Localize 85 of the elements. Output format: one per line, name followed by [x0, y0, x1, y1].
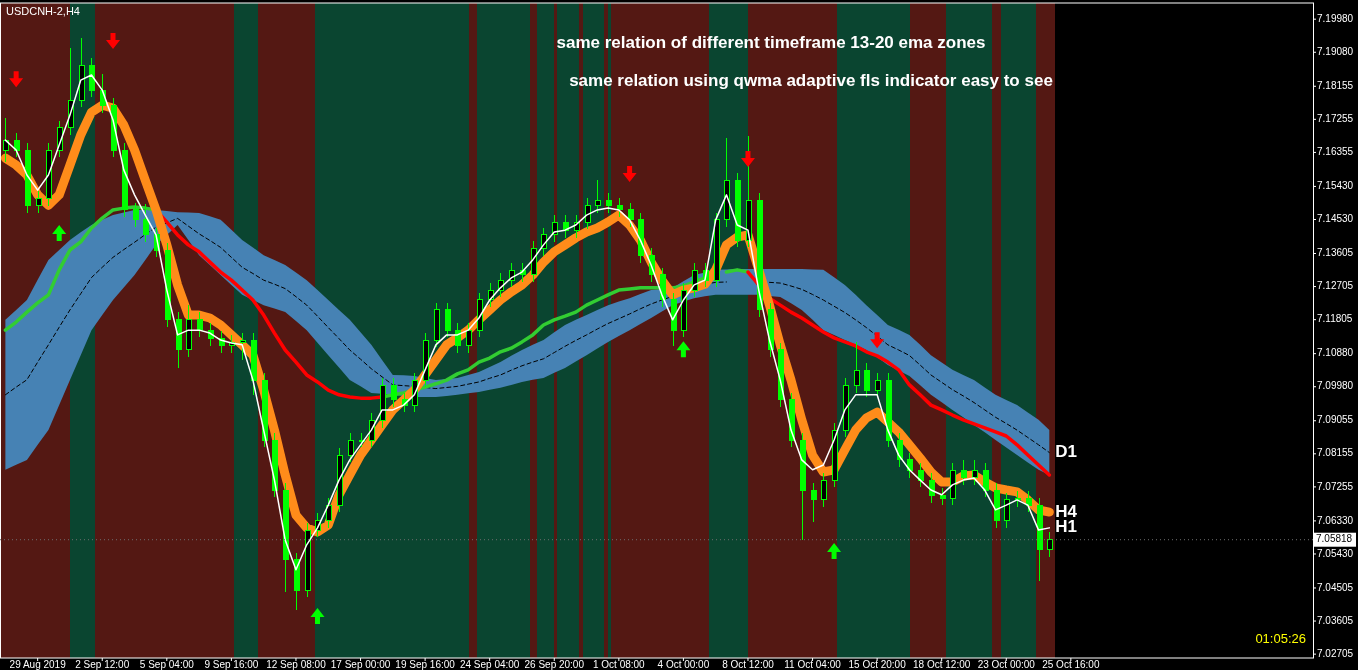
- candlestick: [907, 452, 913, 479]
- x-tick-label: 19 Sep 16:00: [395, 658, 456, 670]
- point: [827, 542, 842, 559]
- candlestick: [445, 302, 451, 338]
- y-tick-label: 7.18155: [1317, 79, 1354, 91]
- x-tick-label: 25 Oct 16:00: [1042, 658, 1100, 670]
- series-label: D1: [1055, 442, 1078, 462]
- y-tick-label: 7.14530: [1317, 213, 1354, 225]
- y-tick-label: 7.09055: [1317, 414, 1354, 426]
- point: [676, 341, 691, 358]
- candlestick: [628, 202, 634, 228]
- point: [9, 71, 24, 88]
- x-tick-label: 12 Sep 08:00: [266, 658, 327, 670]
- candlestick: [972, 459, 978, 486]
- y-tick-label: 7.16355: [1317, 146, 1354, 158]
- chart-title: USDCNH-2,H4: [6, 5, 80, 17]
- candlestick: [1004, 492, 1010, 529]
- y-tick-label: 7.12705: [1317, 280, 1354, 292]
- candlestick: [36, 190, 42, 214]
- candlestick: [466, 322, 472, 354]
- y-tick-label: 7.06330: [1317, 514, 1354, 526]
- y-tick-label: 7.09980: [1317, 380, 1354, 392]
- candlestick: [143, 203, 149, 243]
- candlestick: [391, 377, 397, 408]
- y-tick-label: 7.07255: [1317, 480, 1354, 492]
- x-tick-label: 11 Oct 04:00: [784, 658, 842, 670]
- candlestick: [552, 214, 558, 243]
- y-tick-label: 7.02705: [1317, 647, 1354, 659]
- point: [740, 150, 755, 167]
- candlestick: [606, 192, 612, 214]
- y-tick-label: 7.19080: [1317, 45, 1354, 57]
- annotation: same relation using qwma adaptive fls indicator easy to see: [569, 71, 1053, 90]
- x-tick-label: 24 Sep 04:00: [459, 658, 520, 670]
- candlestick: [3, 117, 9, 163]
- y-tick-label: 7.05430: [1317, 547, 1354, 559]
- candlestick: [563, 214, 569, 239]
- candlestick: [617, 197, 623, 218]
- y-tick-label: 7.10880: [1317, 347, 1354, 359]
- x-tick-label: 17 Sep 00:00: [330, 658, 391, 670]
- y-tick-label: 7.15430: [1317, 180, 1354, 192]
- point: [106, 32, 120, 49]
- x-tick-label: 18 Oct 12:00: [913, 658, 971, 670]
- candlestick: [197, 311, 203, 338]
- x-tick-label: 2 Sep 12:00: [75, 658, 130, 670]
- candlestick: [811, 482, 817, 523]
- candlestick: [133, 202, 139, 228]
- y-tick-label: 7.04505: [1317, 581, 1354, 593]
- x-tick-label: 29 Aug 2019: [9, 658, 67, 670]
- annotation: same relation of different timeframe 13-20 ema zones: [556, 33, 986, 52]
- candlestick: [455, 322, 461, 354]
- x-tick-label: 26 Sep 20:00: [524, 658, 585, 670]
- candlestick: [961, 459, 967, 486]
- candlestick: [864, 362, 870, 398]
- candlestick: [595, 179, 601, 214]
- point: [52, 224, 67, 241]
- y-tick-label: 7.08155: [1317, 447, 1354, 459]
- y-tick-label: 7.03605: [1317, 614, 1354, 626]
- y-tick-label: 7.19980: [1317, 12, 1354, 24]
- annotation: 01:05:26: [1255, 631, 1306, 646]
- candlestick: [585, 197, 591, 230]
- candlestick: [326, 497, 332, 529]
- y-tick-label: 7.13605: [1317, 247, 1354, 259]
- x-tick-label: 8 Oct 12:00: [722, 658, 775, 670]
- candlestick: [983, 462, 989, 498]
- candlestick: [240, 332, 246, 361]
- candlestick: [692, 262, 698, 298]
- x-tick-label: 5 Sep 04:00: [139, 658, 195, 670]
- candlestick: [1047, 531, 1053, 558]
- x-tick-label: 4 Oct 00:00: [657, 658, 710, 670]
- candlestick: [897, 432, 903, 468]
- x-tick-label: 9 Sep 16:00: [204, 658, 259, 670]
- y-tick-label: 7.17255: [1317, 112, 1354, 124]
- candlestick: [929, 472, 935, 504]
- ref-line-label: 7.05818: [1316, 533, 1353, 545]
- candlestick: [348, 432, 354, 463]
- candlestick: [14, 132, 20, 158]
- x-tick-label: 23 Oct 00:00: [977, 658, 1036, 670]
- candlestick: [854, 341, 860, 394]
- x-tick-label: 1 Oct 08:00: [592, 658, 646, 670]
- point: [870, 332, 885, 349]
- point: [310, 607, 325, 624]
- candlestick: [821, 472, 827, 508]
- y-tick-label: 7.11805: [1317, 313, 1353, 325]
- x-tick-label: 15 Oct 20:00: [848, 658, 907, 670]
- point: [622, 166, 637, 183]
